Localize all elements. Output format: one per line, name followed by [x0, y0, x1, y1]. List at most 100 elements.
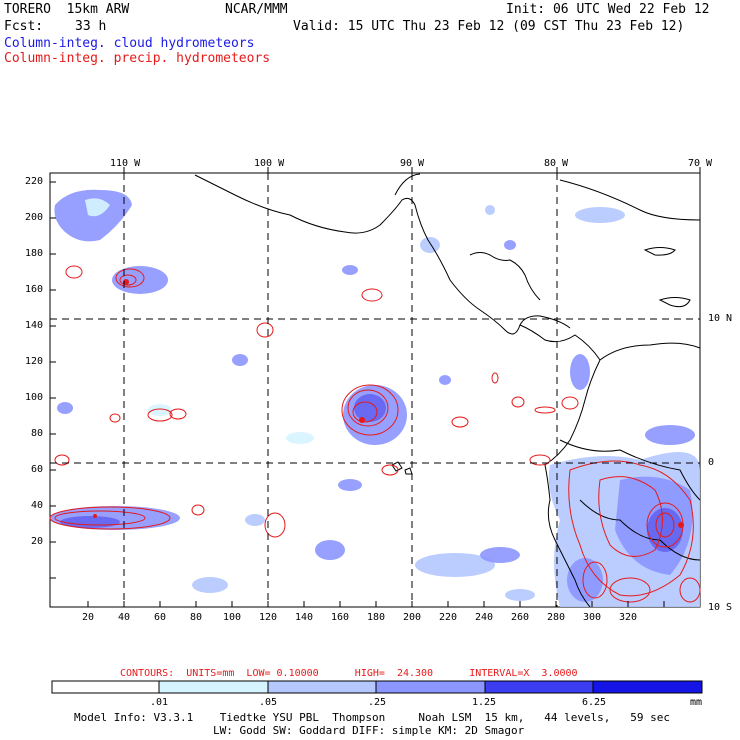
lon-label: 110 W	[110, 158, 141, 169]
contour	[256, 322, 274, 338]
cloud-blob	[504, 240, 516, 250]
contour	[119, 274, 137, 286]
cloud-blob	[647, 508, 683, 552]
cloud-blob	[485, 205, 495, 215]
contour	[147, 408, 173, 422]
cloud-blob	[148, 404, 172, 416]
x-tick-label: 140	[295, 612, 314, 623]
contour	[109, 413, 121, 423]
precip-max	[359, 417, 365, 423]
colorbar-label: 1.25	[472, 697, 497, 708]
cloud-blob	[420, 237, 440, 253]
coast-south-america-west	[544, 359, 601, 608]
contour	[49, 506, 171, 530]
cloud-blob	[439, 375, 451, 385]
axis-ticks	[50, 167, 701, 607]
x-tick-label: 40	[118, 612, 131, 623]
colorbar-bin	[51, 680, 160, 694]
contour	[491, 372, 499, 384]
x-tick-label: 220	[439, 612, 458, 623]
contours-info: CONTOURS: UNITS=mm LOW= 0.10000 HIGH= 24…	[120, 668, 578, 679]
colorbar-label: .05	[259, 697, 278, 708]
colorbar-label: 6.25	[582, 697, 607, 708]
cloud-blob	[505, 589, 535, 601]
contour	[115, 268, 145, 288]
field-precip-label: Column-integ. precip. hydrometeors	[4, 51, 271, 66]
valid-time: Valid: 15 UTC Thu 23 Feb 12 (09 CST Thu …	[293, 19, 685, 34]
colorbar-label: .25	[368, 697, 387, 708]
lat-label: 10 N	[708, 313, 733, 324]
colorbar-unit: mm	[690, 697, 703, 708]
contour	[534, 406, 556, 414]
y-tick-label: 80	[31, 428, 44, 439]
coast-venezuela	[599, 342, 701, 361]
lat-label: 10 S	[708, 602, 733, 613]
precip-max	[678, 522, 684, 528]
colorbar-bin	[267, 680, 377, 694]
contour	[655, 512, 675, 538]
y-tick-label: 160	[25, 284, 44, 295]
colorbar-bin	[484, 680, 594, 694]
model-title: TORERO 15km ARW	[4, 2, 130, 17]
y-tick-label: 60	[31, 464, 44, 475]
fcst-value: 33 h	[75, 19, 107, 34]
contour	[679, 577, 701, 603]
coast-yucatan	[394, 173, 421, 196]
contour	[568, 460, 694, 597]
contour	[65, 265, 83, 279]
x-tick-label: 260	[511, 612, 530, 623]
precip-contours	[49, 265, 701, 603]
y-tick-label: 100	[25, 392, 44, 403]
contour	[264, 512, 286, 538]
cloud-blob	[480, 547, 520, 563]
x-tick-label: 200	[403, 612, 422, 623]
y-tick-label: 200	[25, 212, 44, 223]
cloud-blob	[232, 354, 248, 366]
x-tick-label: 300	[583, 612, 602, 623]
y-tick-label: 120	[25, 356, 44, 367]
contour	[54, 510, 146, 526]
lon-label: 100 W	[254, 158, 285, 169]
contour	[352, 401, 378, 423]
x-tick-label: 100	[223, 612, 242, 623]
coast-central-america	[519, 315, 571, 329]
contour	[598, 476, 663, 557]
cloud-blob	[192, 577, 228, 593]
y-tick-label: 220	[25, 176, 44, 187]
colorbar	[51, 680, 703, 694]
model-info: Model Info: V3.3.1 Tiedtke YSU PBL Thomp…	[74, 711, 671, 724]
colorbar-bin	[375, 680, 486, 694]
x-tick-label: 180	[367, 612, 386, 623]
cloud-blob	[342, 265, 358, 275]
contour	[529, 454, 551, 466]
field-cloud-label: Column-integ. cloud hydrometeors	[4, 36, 255, 51]
x-tick-label: 280	[547, 612, 566, 623]
x-tick-label: 120	[259, 612, 278, 623]
cloud-blob	[354, 394, 386, 422]
x-tick-label: 80	[190, 612, 203, 623]
colorbar-label: .01	[150, 697, 169, 708]
cloud-blob	[57, 402, 73, 414]
lon-label: 80 W	[544, 158, 569, 169]
init-time: Init: 06 UTC Wed 22 Feb 12	[506, 2, 710, 17]
cloud-blob	[575, 207, 625, 223]
graticule	[50, 173, 700, 607]
coast-jamaica	[643, 247, 676, 256]
y-tick-label: 20	[31, 536, 44, 547]
coast-cuba	[559, 179, 701, 221]
cloud-blob	[570, 354, 590, 390]
lon-label: 90 W	[400, 158, 425, 169]
y-tick-label: 140	[25, 320, 44, 331]
coast-mexico	[194, 174, 601, 361]
cloud-blob	[245, 514, 265, 526]
x-tick-label: 320	[619, 612, 638, 623]
y-tick-label: 40	[31, 500, 44, 511]
contour	[381, 464, 399, 476]
model-physics: LW: Godd SW: Goddard DIFF: simple KM: 2D…	[213, 724, 525, 737]
contour	[609, 577, 651, 603]
contour	[582, 561, 608, 599]
contour	[191, 504, 205, 516]
x-tick-label: 60	[154, 612, 167, 623]
y-tick-label: 180	[25, 248, 44, 259]
